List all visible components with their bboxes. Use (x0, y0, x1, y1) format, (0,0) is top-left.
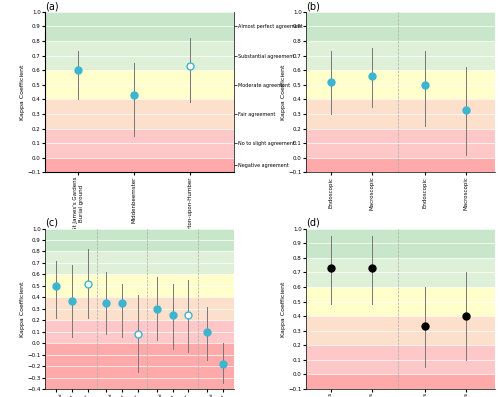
Y-axis label: Kappa Coefficient: Kappa Coefficient (280, 64, 285, 120)
Bar (45, 158, 234, 172)
Text: (d): (d) (306, 218, 320, 228)
Text: (c): (c) (45, 218, 58, 228)
Bar (45, 297, 234, 320)
Bar (306, 100, 495, 129)
Bar (306, 345, 495, 374)
Y-axis label: Kappa Coefficient: Kappa Coefficient (280, 281, 285, 337)
Bar (45, 251, 234, 274)
Bar (306, 41, 495, 70)
Y-axis label: Kappa Coefficient: Kappa Coefficient (20, 281, 24, 337)
Bar (306, 12, 495, 41)
Bar (306, 258, 495, 287)
Bar (45, 343, 234, 389)
Bar (306, 70, 495, 100)
Text: St James's Gardens Burial
Ground: St James's Gardens Burial Ground (320, 233, 383, 244)
Bar (306, 158, 495, 172)
Text: (a): (a) (45, 1, 59, 11)
Y-axis label: Kappa Coefficient: Kappa Coefficient (20, 64, 24, 120)
Bar (45, 12, 234, 41)
Text: Middenbeemster: Middenbeemster (425, 233, 467, 238)
Bar (45, 41, 234, 70)
Bar (45, 320, 234, 343)
Bar (306, 287, 495, 316)
Bar (45, 100, 234, 129)
Bar (45, 274, 234, 297)
Bar (306, 316, 495, 345)
Bar (306, 129, 495, 158)
Bar (306, 229, 495, 258)
Bar (306, 374, 495, 389)
Bar (45, 129, 234, 158)
Bar (45, 229, 234, 251)
Bar (45, 70, 234, 100)
Text: (b): (b) (306, 1, 320, 11)
